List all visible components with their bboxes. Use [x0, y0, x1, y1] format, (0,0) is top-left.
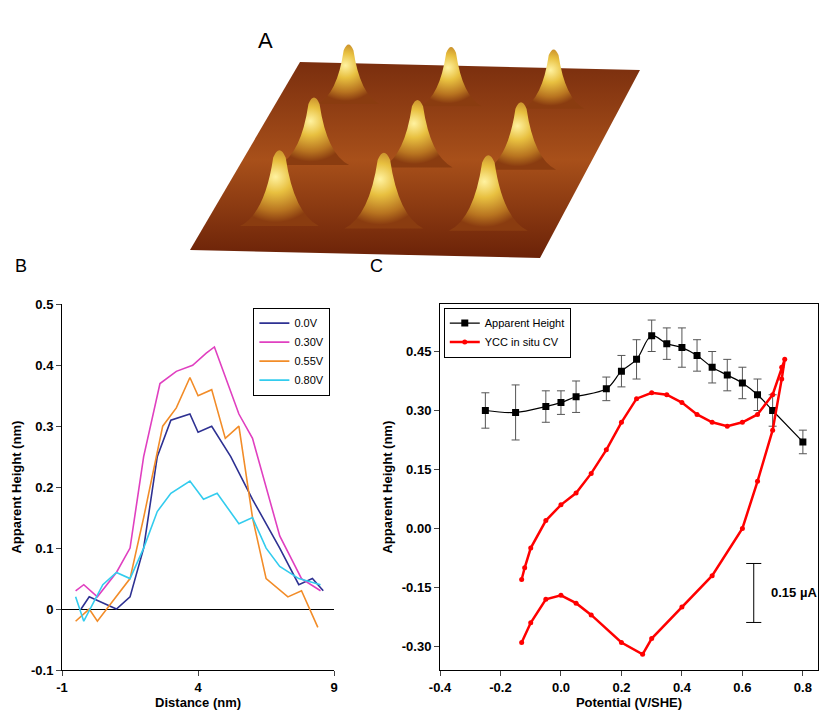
- svg-text:Apparent Height (nm): Apparent Height (nm): [380, 421, 395, 554]
- svg-text:0.8: 0.8: [794, 680, 812, 695]
- svg-text:-0.4: -0.4: [429, 680, 452, 695]
- svg-text:Apparent Height: Apparent Height: [485, 317, 565, 329]
- svg-text:0: 0: [46, 602, 53, 617]
- svg-text:0.4: 0.4: [35, 358, 54, 373]
- svg-text:Distance (nm): Distance (nm): [155, 695, 241, 710]
- svg-text:0.15 µA: 0.15 µA: [771, 585, 817, 600]
- svg-text:0.3: 0.3: [35, 419, 53, 434]
- svg-text:-0.1: -0.1: [31, 663, 53, 678]
- svg-text:Apparent Height (nm): Apparent Height (nm): [9, 421, 24, 554]
- svg-text:YCC in situ CV: YCC in situ CV: [485, 336, 559, 348]
- svg-text:-0.2: -0.2: [489, 680, 511, 695]
- svg-text:0.0: 0.0: [552, 680, 570, 695]
- svg-text:9: 9: [331, 680, 338, 695]
- svg-text:0.00: 0.00: [406, 521, 431, 536]
- svg-text:0.4: 0.4: [673, 680, 692, 695]
- svg-text:Potential (V/SHE): Potential (V/SHE): [576, 695, 682, 710]
- svg-text:0.5: 0.5: [35, 297, 53, 312]
- svg-text:A: A: [258, 28, 273, 53]
- svg-text:0.55V: 0.55V: [294, 355, 323, 367]
- svg-text:0.6: 0.6: [733, 680, 751, 695]
- svg-text:0.30: 0.30: [406, 403, 431, 418]
- svg-text:C: C: [370, 256, 383, 276]
- svg-text:0.2: 0.2: [35, 480, 53, 495]
- svg-text:-0.15: -0.15: [402, 580, 432, 595]
- svg-text:0.80V: 0.80V: [294, 374, 323, 386]
- svg-text:0.30V: 0.30V: [294, 336, 323, 348]
- svg-text:0.0V: 0.0V: [294, 317, 317, 329]
- svg-text:-0.30: -0.30: [402, 639, 432, 654]
- svg-text:B: B: [15, 256, 27, 276]
- svg-text:0.45: 0.45: [406, 344, 431, 359]
- svg-text:4: 4: [194, 680, 202, 695]
- svg-text:0.2: 0.2: [612, 680, 630, 695]
- svg-text:-1: -1: [56, 680, 68, 695]
- svg-text:0.1: 0.1: [35, 541, 53, 556]
- svg-text:0.15: 0.15: [406, 462, 431, 477]
